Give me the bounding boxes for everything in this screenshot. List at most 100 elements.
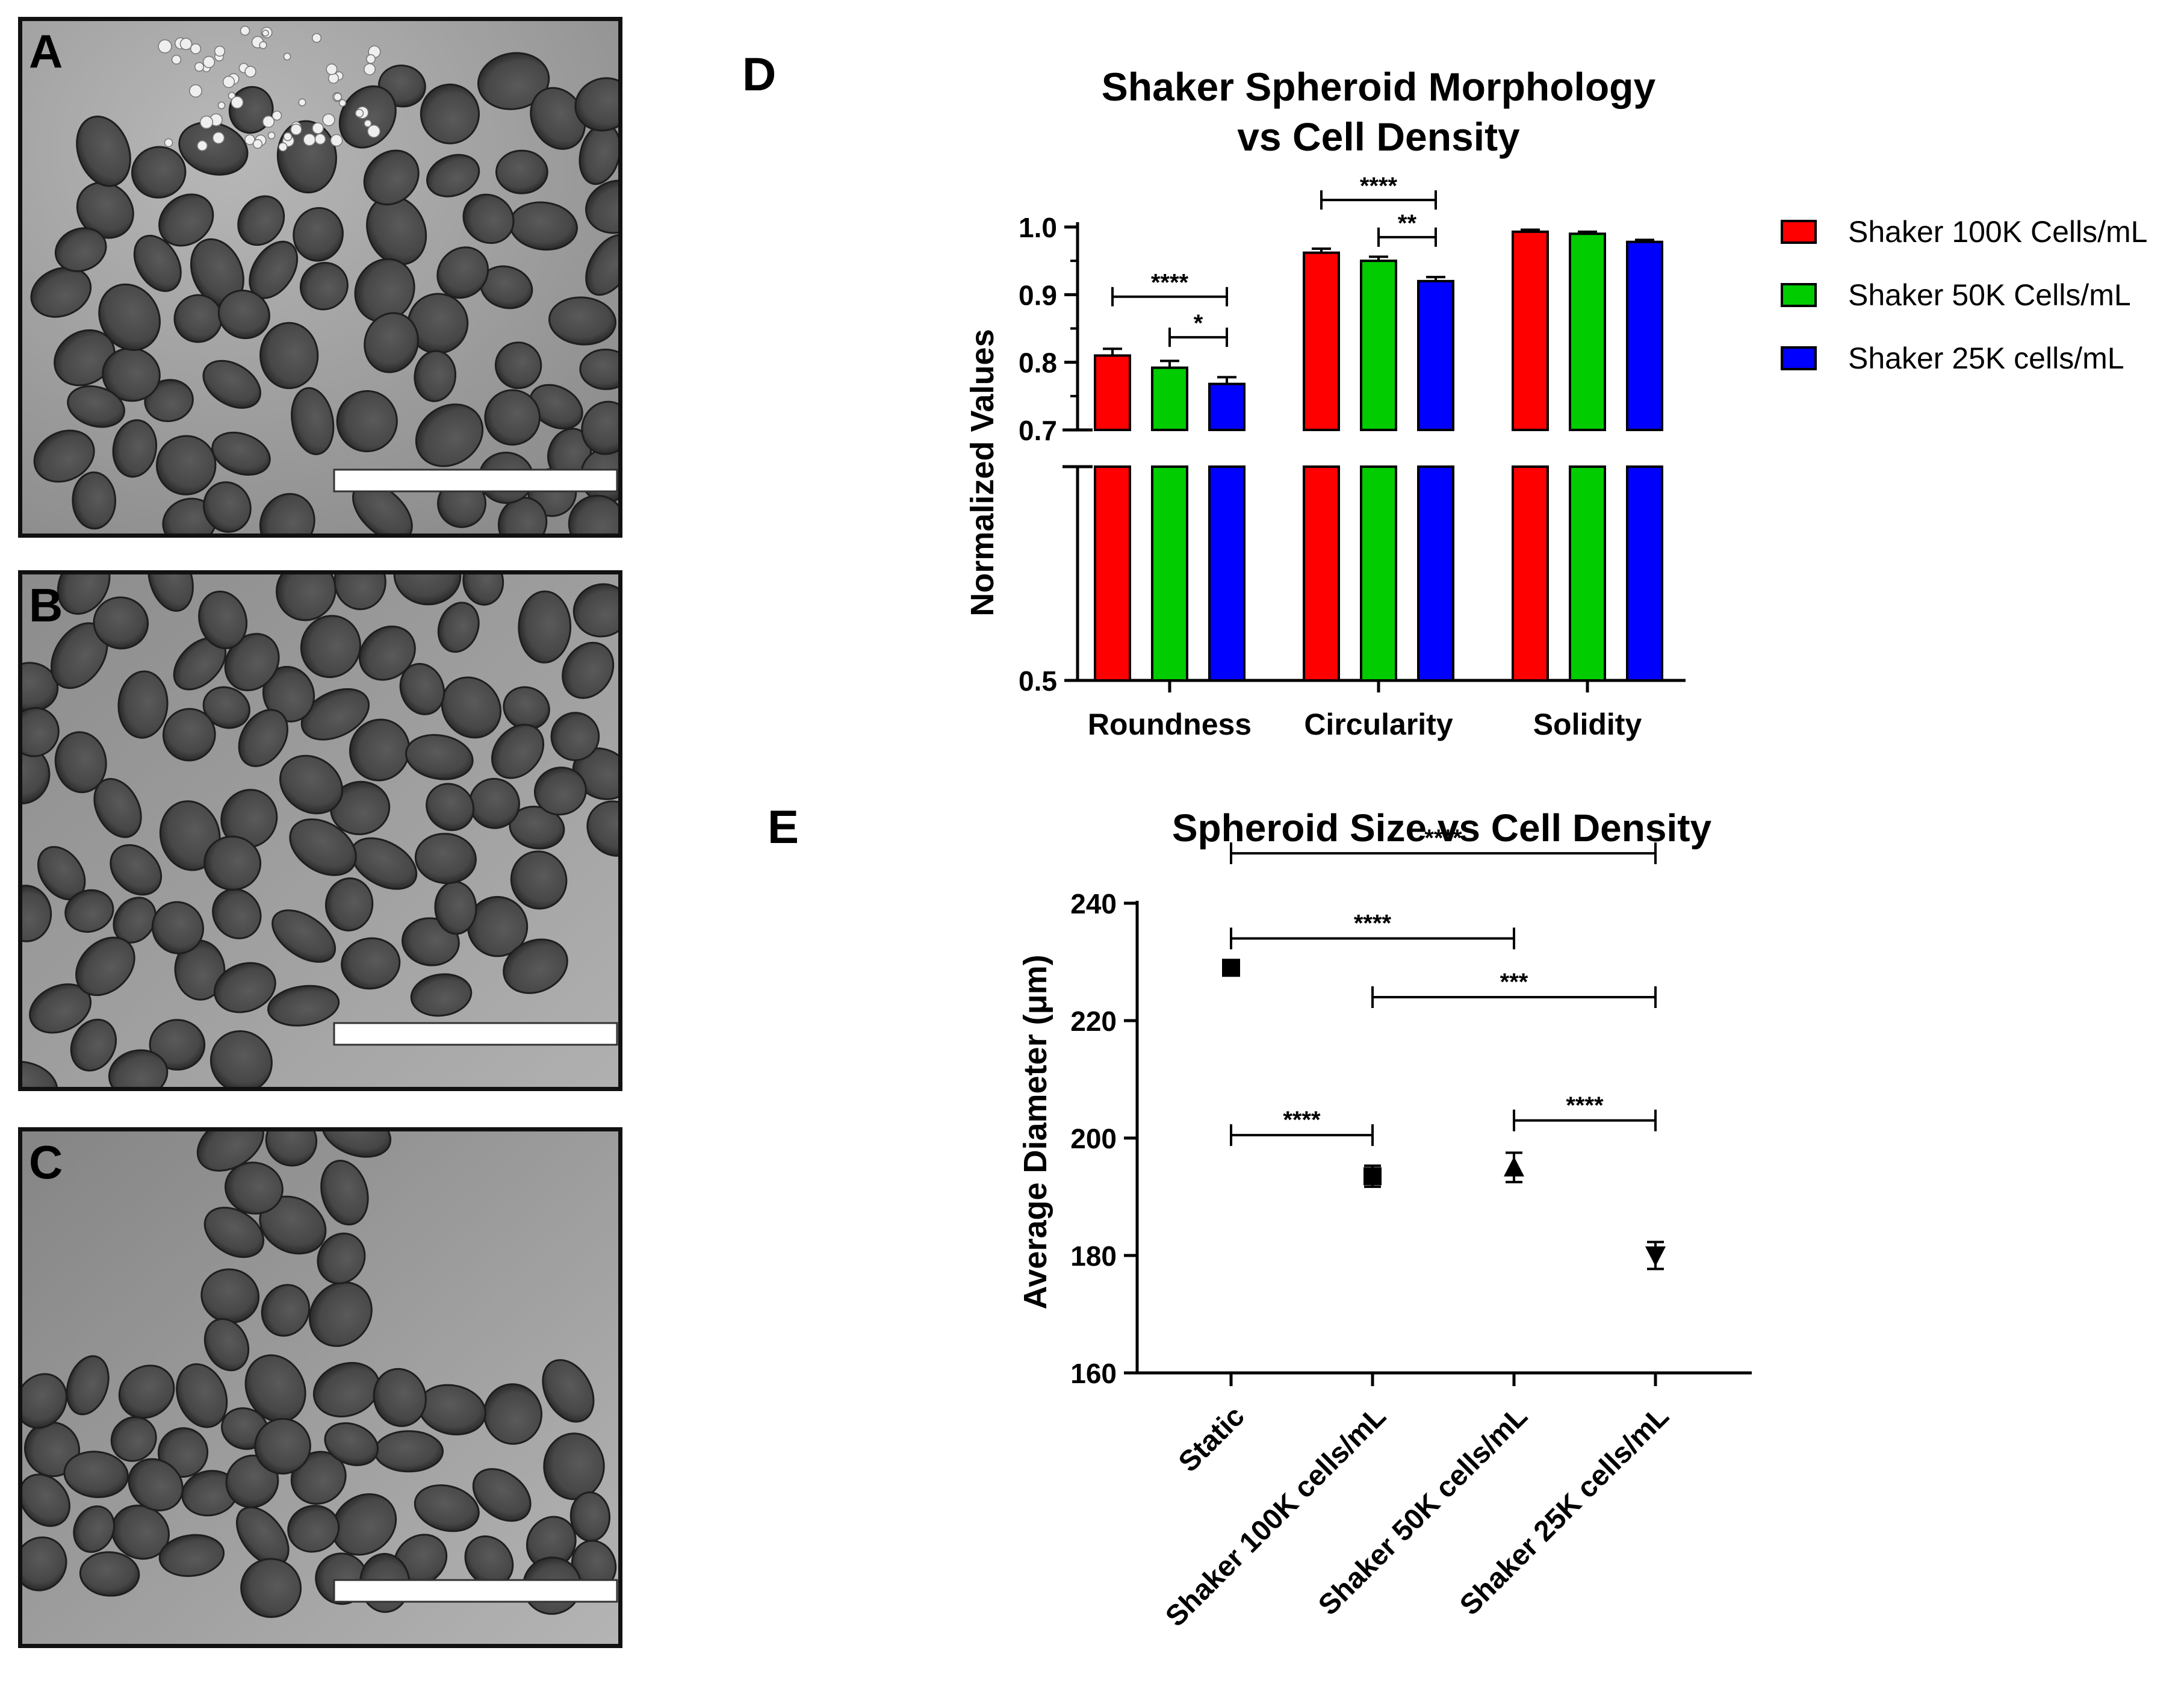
- spheroid: [93, 596, 149, 650]
- bar-lower-segment: [1417, 465, 1454, 682]
- spheroid: [271, 909, 337, 963]
- bar-lower-segment: [1626, 465, 1663, 682]
- legend-label: Shaker 100K Cells/mL: [1848, 215, 2147, 249]
- spheroid: [331, 1493, 397, 1556]
- spheroid: [254, 1417, 311, 1475]
- spheroid: [214, 962, 276, 1013]
- spheroid: [436, 246, 489, 299]
- spheroid: [75, 936, 135, 997]
- spheroid: [117, 670, 169, 739]
- spheroid: [54, 227, 107, 272]
- spheroid: [57, 574, 111, 615]
- spheroid: [240, 1558, 302, 1619]
- debris-particle: [194, 61, 205, 72]
- debris-particle: [278, 142, 288, 152]
- spheroid: [66, 1355, 110, 1416]
- spheroid: [405, 734, 474, 780]
- y-tick-label: 0.5: [1019, 665, 1057, 697]
- significance-label: ****: [1283, 1107, 1321, 1133]
- spheroid: [133, 234, 182, 292]
- legend-swatch: [1781, 283, 1817, 307]
- spheroid: [491, 724, 545, 779]
- micrograph-image-c: [22, 1131, 618, 1644]
- debris-particle: [367, 125, 380, 138]
- spheroid: [320, 1160, 369, 1226]
- spheroid: [477, 52, 550, 110]
- debris-particle: [244, 134, 255, 145]
- bar: [1303, 251, 1340, 431]
- significance-label: ****: [1566, 1092, 1604, 1119]
- bar-lower-segment: [1569, 465, 1606, 682]
- spheroid: [22, 1373, 67, 1429]
- debris-particle: [338, 99, 347, 107]
- spheroid: [158, 1534, 225, 1577]
- spheroid: [503, 938, 568, 994]
- spheroid: [212, 888, 262, 939]
- micrograph-panel-a: [18, 17, 622, 538]
- data-point: [1645, 1246, 1666, 1266]
- spheroid: [33, 429, 95, 483]
- spheroid: [64, 889, 114, 933]
- spheroid: [131, 146, 187, 199]
- spheroid: [267, 985, 340, 1027]
- spheroid: [497, 496, 548, 534]
- spheroid: [399, 663, 445, 715]
- debris-particle: [179, 37, 193, 51]
- spheroid: [358, 625, 416, 681]
- spheroid: [108, 1049, 169, 1087]
- chart-d-legend: Shaker 100K Cells/mL Shaker 50K Cells/mL S…: [1781, 215, 2147, 375]
- debris-particle: [271, 110, 282, 121]
- spheroid: [67, 385, 125, 428]
- data-point: [1504, 1156, 1524, 1177]
- debris-particle: [311, 33, 322, 43]
- spheroid: [79, 1551, 140, 1597]
- spheroid: [73, 1505, 116, 1553]
- spheroid: [420, 83, 480, 145]
- spheroid: [93, 778, 142, 838]
- spheroid: [287, 1505, 340, 1553]
- spheroid: [364, 312, 419, 373]
- spheroid: [118, 1364, 175, 1419]
- panel-label-c: C: [29, 1136, 63, 1189]
- spheroid: [329, 780, 391, 835]
- bar-lower-segment: [1151, 465, 1188, 682]
- spheroid: [572, 583, 618, 638]
- debris-particle: [314, 133, 326, 145]
- y-tick-label: 180: [1070, 1240, 1117, 1272]
- spheroid: [585, 234, 618, 296]
- debris-particle: [171, 54, 182, 65]
- micrograph-image-a: [22, 21, 618, 534]
- debris-particle: [312, 122, 324, 134]
- significance-label: *: [1194, 310, 1203, 337]
- y-tick-label: 0.7: [1019, 415, 1057, 446]
- spheroid: [203, 1317, 250, 1372]
- legend-label: Shaker 25K cells/mL: [1848, 341, 2124, 375]
- spheroid: [300, 688, 370, 741]
- spheroid: [259, 322, 319, 390]
- debris-particle: [197, 140, 208, 151]
- scale-bar-a: [333, 468, 618, 493]
- spheroid: [158, 193, 214, 247]
- debris-particle: [322, 113, 335, 126]
- debris-particle: [355, 108, 364, 118]
- y-tick-label: 240: [1070, 888, 1117, 919]
- debris-particle: [244, 66, 256, 78]
- debris-particle: [267, 131, 276, 140]
- y-tick-label: 0.8: [1019, 347, 1057, 379]
- spheroid: [308, 1281, 373, 1347]
- debris-particle: [366, 54, 376, 64]
- debris-particle: [212, 131, 225, 145]
- debris-particle: [262, 30, 269, 37]
- spheroid: [237, 195, 285, 246]
- panel-label-a: A: [29, 25, 63, 78]
- spheroid: [333, 574, 386, 611]
- spheroid: [22, 1473, 70, 1527]
- chart-d-title-line2: vs Cell Density: [1237, 114, 1520, 159]
- significance-label: ****: [1151, 270, 1189, 296]
- chart-e-ylabel: Average Diameter (μm): [1017, 954, 1053, 1309]
- data-point: [1222, 959, 1240, 977]
- y-tick-label: 200: [1070, 1123, 1117, 1154]
- spheroid: [155, 435, 217, 496]
- spheroid: [324, 877, 374, 932]
